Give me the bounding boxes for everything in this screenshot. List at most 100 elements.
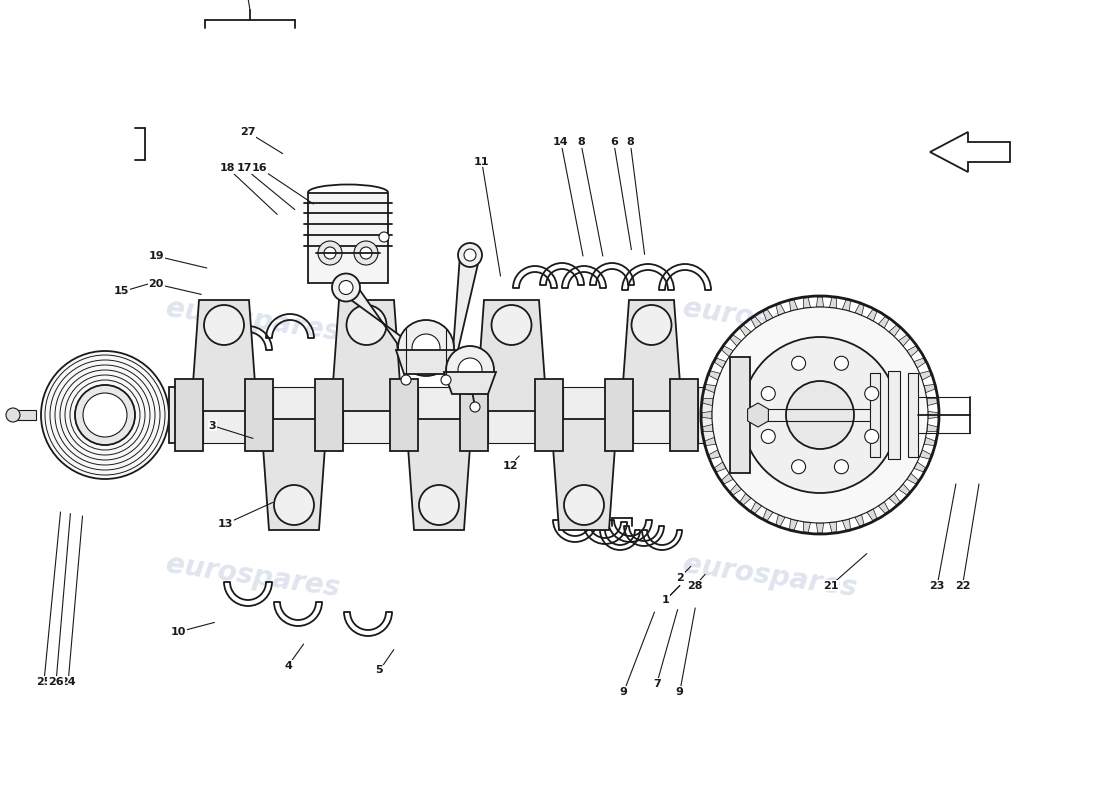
Polygon shape	[245, 379, 273, 451]
Text: 2: 2	[675, 573, 684, 582]
Polygon shape	[776, 304, 785, 315]
Text: eurospares: eurospares	[681, 294, 859, 346]
Polygon shape	[751, 317, 761, 328]
Text: 27: 27	[240, 127, 255, 137]
Polygon shape	[334, 287, 406, 356]
Polygon shape	[899, 335, 910, 346]
Text: 22: 22	[955, 581, 970, 590]
Polygon shape	[169, 387, 183, 443]
Polygon shape	[790, 300, 798, 311]
Polygon shape	[803, 522, 811, 532]
Text: 23: 23	[930, 581, 945, 590]
Polygon shape	[390, 379, 418, 451]
Circle shape	[865, 430, 879, 443]
Circle shape	[792, 356, 805, 370]
Text: 8: 8	[576, 138, 585, 147]
Polygon shape	[888, 371, 900, 459]
Polygon shape	[843, 300, 850, 311]
Polygon shape	[879, 317, 889, 328]
Polygon shape	[730, 387, 750, 443]
Polygon shape	[460, 379, 488, 451]
Text: 5: 5	[376, 666, 383, 675]
Text: eurospares: eurospares	[164, 550, 342, 602]
Polygon shape	[343, 387, 390, 443]
Polygon shape	[621, 300, 682, 411]
Text: 2: 2	[675, 573, 684, 582]
Polygon shape	[803, 298, 811, 308]
Polygon shape	[308, 193, 388, 282]
Polygon shape	[867, 310, 877, 321]
Circle shape	[204, 305, 244, 345]
Polygon shape	[763, 509, 773, 521]
Text: 18: 18	[220, 163, 235, 173]
Polygon shape	[632, 387, 670, 443]
Circle shape	[742, 337, 898, 493]
Polygon shape	[790, 519, 798, 530]
Polygon shape	[920, 371, 931, 380]
Circle shape	[865, 386, 879, 401]
Polygon shape	[708, 450, 720, 459]
Polygon shape	[698, 387, 730, 443]
Circle shape	[419, 485, 459, 525]
Polygon shape	[870, 373, 880, 457]
Text: 21: 21	[823, 581, 838, 590]
Circle shape	[564, 485, 604, 525]
Circle shape	[464, 249, 476, 261]
Polygon shape	[605, 379, 632, 451]
Polygon shape	[452, 255, 480, 376]
Polygon shape	[928, 411, 938, 418]
Circle shape	[458, 358, 482, 382]
Circle shape	[446, 346, 494, 394]
Polygon shape	[722, 346, 734, 357]
Polygon shape	[708, 371, 720, 380]
Polygon shape	[926, 425, 937, 431]
Circle shape	[75, 385, 135, 445]
Circle shape	[441, 375, 451, 385]
Polygon shape	[444, 372, 496, 394]
Text: 28: 28	[688, 581, 703, 590]
Polygon shape	[829, 522, 837, 532]
Text: 8: 8	[626, 138, 635, 147]
Polygon shape	[899, 484, 910, 495]
Circle shape	[360, 247, 372, 259]
Polygon shape	[889, 325, 900, 337]
Circle shape	[6, 408, 20, 422]
Polygon shape	[714, 358, 726, 368]
Polygon shape	[855, 304, 864, 315]
Text: eurospares: eurospares	[164, 294, 342, 346]
Circle shape	[346, 305, 386, 345]
Polygon shape	[175, 379, 204, 451]
Polygon shape	[273, 387, 315, 443]
Polygon shape	[670, 379, 698, 451]
Text: 4: 4	[284, 661, 293, 670]
Polygon shape	[740, 494, 751, 505]
Circle shape	[792, 460, 805, 474]
Text: 25: 25	[36, 677, 52, 686]
Text: 16: 16	[252, 163, 267, 173]
Polygon shape	[535, 379, 563, 451]
Polygon shape	[751, 502, 761, 514]
Text: 12: 12	[503, 461, 518, 470]
Circle shape	[712, 307, 928, 523]
Polygon shape	[563, 387, 605, 443]
Polygon shape	[315, 379, 343, 451]
Polygon shape	[924, 438, 935, 446]
Polygon shape	[551, 419, 617, 530]
Polygon shape	[703, 425, 713, 431]
Text: 10: 10	[170, 627, 186, 637]
Text: 9: 9	[619, 687, 628, 697]
Polygon shape	[476, 300, 547, 411]
Polygon shape	[908, 373, 918, 457]
Polygon shape	[829, 298, 837, 308]
Text: 1: 1	[661, 595, 670, 605]
Text: 24: 24	[60, 677, 76, 686]
Circle shape	[786, 381, 854, 449]
Circle shape	[402, 375, 411, 385]
Circle shape	[470, 402, 480, 412]
Polygon shape	[204, 387, 245, 443]
Text: 17: 17	[236, 163, 252, 173]
Polygon shape	[906, 474, 918, 484]
Polygon shape	[914, 358, 925, 368]
Circle shape	[398, 320, 454, 376]
Polygon shape	[924, 385, 935, 393]
